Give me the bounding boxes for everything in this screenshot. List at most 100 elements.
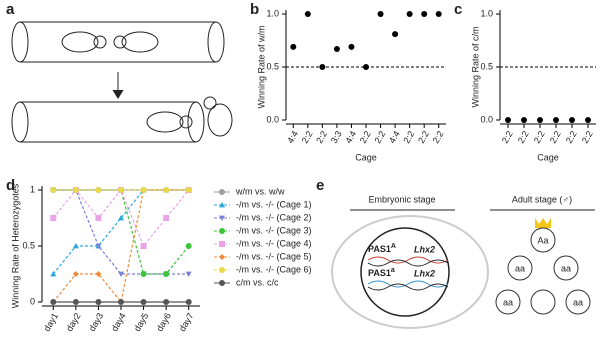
- legend-marker: [219, 189, 225, 195]
- allele: a: [391, 267, 395, 274]
- legend-label: -/m vs. -/- (Cage 4): [236, 238, 312, 248]
- dot: [569, 117, 575, 123]
- legend-label: c/m vs. c/c: [236, 277, 279, 287]
- legend-marker: [219, 228, 225, 234]
- y-tick-label: 1: [30, 184, 35, 194]
- x-tick-label: 2:2: [402, 129, 417, 145]
- x-tick-label: 2:2: [314, 129, 329, 145]
- panel-label: e: [316, 177, 324, 194]
- x-tick-label: 2:2: [564, 129, 579, 145]
- x-tick-label: 2:2: [358, 129, 373, 145]
- legend-label: w/m vs. w/w: [235, 186, 285, 196]
- genotype: Aa: [537, 235, 548, 245]
- x-tick-label: 2:2: [500, 129, 515, 145]
- gene: PAS1: [368, 244, 391, 254]
- x-tick-label: 2:2: [580, 129, 595, 145]
- legend-marker: [219, 202, 225, 208]
- series-marker: [50, 187, 57, 193]
- legend-marker: [219, 241, 225, 247]
- series-marker: [163, 271, 170, 277]
- stage-title: Embryonic stage: [368, 194, 435, 204]
- series-marker: [163, 215, 170, 221]
- series-marker: [118, 215, 124, 221]
- x-axis-label: Cage: [355, 152, 377, 162]
- genotype: aa: [515, 263, 525, 273]
- x-tick-label: day6: [155, 311, 173, 333]
- dot: [521, 117, 527, 123]
- series-marker: [118, 299, 124, 305]
- x-tick-label: 3:3: [329, 129, 344, 145]
- x-axis-label: Cage: [537, 152, 559, 162]
- x-tick-label: 2:2: [372, 129, 387, 145]
- dot: [363, 64, 369, 70]
- series-marker: [163, 299, 170, 305]
- legend-label: -/m vs. -/- (Cage 5): [236, 251, 312, 261]
- y-tick-label: 1.0: [266, 8, 279, 18]
- series-marker: [185, 299, 192, 305]
- target-label: Lhx2: [414, 244, 435, 254]
- series-marker: [185, 243, 192, 249]
- x-tick-label: 4:4: [343, 129, 358, 145]
- y-tick-label: 0.5: [22, 240, 35, 250]
- x-tick-label: 2:2: [532, 129, 547, 145]
- x-tick-label: 2:2: [516, 129, 531, 145]
- x-tick-label: day4: [109, 311, 127, 333]
- dot: [537, 117, 543, 123]
- dot: [348, 43, 355, 50]
- y-axis-label: Winning Rate of w/m: [256, 25, 266, 108]
- legend-label: -/m vs. -/- (Cage 2): [236, 212, 312, 222]
- stage-title: Adult stage (♂): [512, 194, 572, 204]
- dot: [392, 31, 399, 38]
- y-tick-label: 1.0: [480, 8, 493, 18]
- dot: [421, 11, 428, 17]
- dot: [406, 11, 413, 17]
- gene: PAS1: [368, 268, 391, 278]
- x-tick-label: day2: [64, 311, 82, 333]
- series-marker: [95, 187, 102, 193]
- dot: [319, 64, 326, 70]
- legend-marker: [219, 267, 225, 273]
- series-line: [53, 189, 190, 275]
- dot: [553, 117, 559, 123]
- dot: [505, 117, 511, 123]
- series-line: [52, 189, 189, 275]
- x-tick-label: 4:4: [285, 129, 300, 145]
- legend-label: -/m vs. -/- (Cage 6): [236, 264, 312, 274]
- dot: [333, 45, 340, 52]
- series-marker: [140, 187, 147, 193]
- y-tick-label: 0.5: [266, 61, 279, 71]
- x-tick-label: day5: [132, 311, 150, 333]
- legend-marker: [219, 215, 225, 221]
- series-marker: [72, 271, 79, 277]
- series-marker: [95, 299, 102, 305]
- y-tick-label: 0: [30, 296, 35, 306]
- series-marker: [72, 299, 79, 305]
- series-marker: [72, 243, 79, 249]
- x-tick-label: 2:2: [548, 129, 563, 145]
- stage-diagram: Embryonic stage Adult stage (♂) PAS1A Lh…: [331, 194, 595, 329]
- x-tick-label: day7: [177, 311, 195, 333]
- series-marker: [185, 187, 192, 193]
- legend-marker: [219, 280, 225, 286]
- dot: [290, 43, 297, 50]
- x-tick-label: 2:2: [416, 129, 431, 145]
- target-label: Lhx2: [414, 268, 435, 278]
- panel-label: c: [454, 1, 462, 18]
- series-marker: [140, 271, 147, 277]
- legend-label: -/m vs. -/- (Cage 1): [236, 199, 312, 209]
- dot: [377, 11, 384, 17]
- x-tick-label: day1: [42, 311, 60, 333]
- series-marker: [72, 187, 79, 193]
- y-tick-label: 0.0: [480, 114, 493, 124]
- x-tick-label: 4:4: [387, 129, 402, 145]
- allele-label: PAS1a: [368, 267, 395, 279]
- series-marker: [95, 271, 102, 277]
- series-line: [53, 189, 189, 275]
- x-tick-label: day3: [87, 311, 105, 333]
- series-marker: [185, 271, 192, 277]
- y-tick-label: 0.0: [266, 114, 279, 124]
- series-line: [52, 189, 189, 304]
- series-marker: [118, 187, 124, 193]
- series-marker: [140, 299, 147, 305]
